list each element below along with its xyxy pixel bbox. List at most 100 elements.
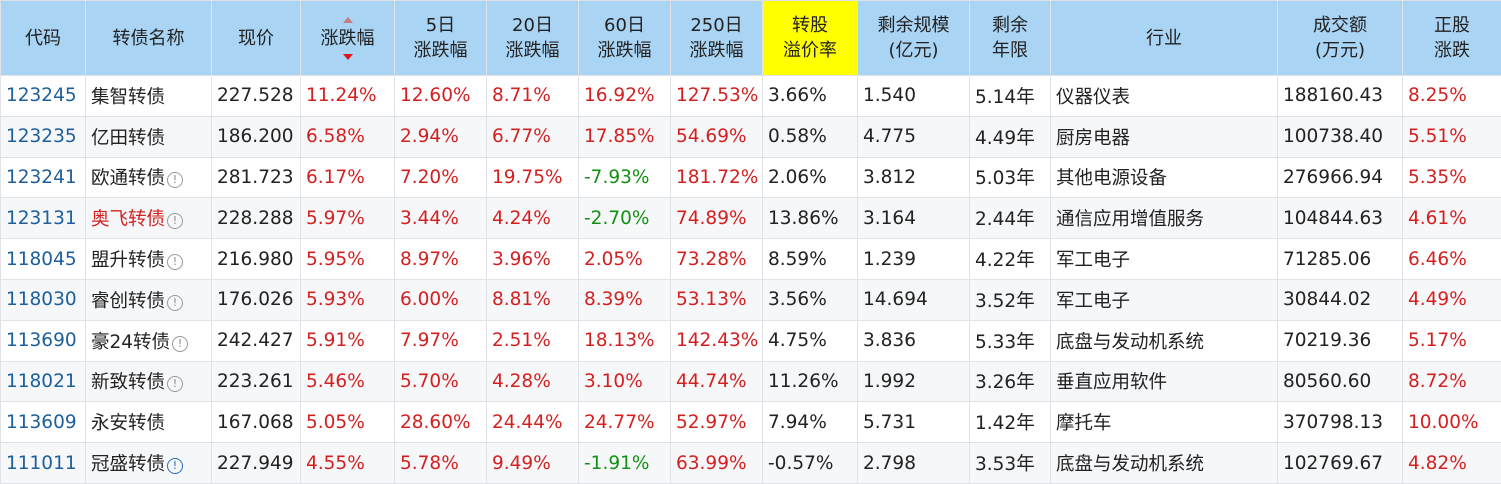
cell-code[interactable]: 113690 (1, 320, 86, 361)
cell-code-text: 123131 (6, 208, 77, 229)
cell-name[interactable]: 欧通转债! (86, 157, 212, 198)
header-code[interactable]: 代码 (1, 1, 86, 76)
header-change-5d[interactable]: 5日涨跌幅 (395, 1, 487, 76)
cell-change-5d: 28.60% (395, 402, 487, 443)
cell-scale: 2.798 (858, 443, 970, 484)
cell-code[interactable]: 118045 (1, 239, 86, 280)
cell-change-text: 6.58% (306, 126, 365, 147)
header-years[interactable]: 剩余年限 (970, 1, 1051, 76)
cell-stock-change-text: 4.82% (1408, 453, 1467, 474)
cell-code[interactable]: 123245 (1, 76, 86, 117)
header-premium[interactable]: 转股溢价率 (763, 1, 858, 76)
cell-code[interactable]: 118021 (1, 361, 86, 402)
cell-name[interactable]: 亿田转债 (86, 116, 212, 157)
cell-name[interactable]: 新致转债! (86, 361, 212, 402)
info-icon[interactable]: ! (172, 336, 188, 352)
cell-code-text: 118030 (6, 289, 77, 310)
header-stock-change[interactable]: 正股涨跌 (1403, 1, 1501, 76)
info-icon[interactable]: ! (167, 172, 183, 188)
header-scale[interactable]: 剩余规模(亿元) (858, 1, 970, 76)
cell-scale-text: 3.812 (863, 167, 916, 188)
cell-name[interactable]: 集智转债 (86, 76, 212, 117)
cell-premium-text: 8.59% (768, 249, 827, 270)
cell-change-60d: 17.85% (579, 116, 671, 157)
cell-change-250d: 54.69% (671, 116, 763, 157)
cell-name[interactable]: 豪24转债! (86, 320, 212, 361)
cell-code[interactable]: 111011 (1, 443, 86, 484)
cell-turnover-text: 71285.06 (1283, 249, 1371, 270)
cell-name[interactable]: 奥飞转债! (86, 198, 212, 239)
header-price[interactable]: 现价 (212, 1, 301, 76)
info-icon[interactable]: ! (167, 213, 183, 229)
cell-industry-text: 军工电子 (1056, 250, 1130, 271)
cell-price-text: 186.200 (217, 126, 294, 147)
cell-change-250d-text: 63.99% (676, 453, 747, 474)
cell-change-20d: 8.81% (487, 279, 579, 320)
cell-change-5d: 12.60% (395, 76, 487, 117)
cell-change-20d: 9.49% (487, 443, 579, 484)
cell-premium: -0.57% (763, 443, 858, 484)
cell-change-250d-text: 73.28% (676, 249, 747, 270)
cell-industry-text: 其他电源设备 (1056, 168, 1167, 189)
cell-premium-text: 0.58% (768, 126, 827, 147)
cell-industry-text: 厨房电器 (1056, 128, 1130, 149)
header-change-250d[interactable]: 250日涨跌幅 (671, 1, 763, 76)
cell-scale-text: 1.992 (863, 371, 916, 392)
cell-scale: 14.694 (858, 279, 970, 320)
header-change[interactable]: 涨跌幅 (301, 1, 395, 76)
info-icon[interactable]: ! (167, 254, 183, 270)
cell-change-60d: 3.10% (579, 361, 671, 402)
cell-name[interactable]: 睿创转债! (86, 279, 212, 320)
cell-stock-change: 5.51% (1403, 116, 1501, 157)
cell-change-250d-text: 54.69% (676, 126, 747, 147)
cell-change-text: 4.55% (306, 453, 365, 474)
cell-code[interactable]: 118030 (1, 279, 86, 320)
cell-years: 4.49年 (970, 116, 1051, 157)
cell-change-250d: 52.97% (671, 402, 763, 443)
cell-name[interactable]: 永安转债 (86, 402, 212, 443)
info-icon[interactable]: ! (167, 295, 183, 311)
cell-change-250d: 142.43% (671, 320, 763, 361)
info-icon[interactable]: ! (167, 376, 183, 392)
cell-code[interactable]: 123131 (1, 198, 86, 239)
header-industry[interactable]: 行业 (1051, 1, 1278, 76)
cell-price: 223.261 (212, 361, 301, 402)
cell-premium: 4.75% (763, 320, 858, 361)
cell-change-5d-text: 7.20% (400, 167, 459, 188)
cell-turnover-text: 104844.63 (1283, 208, 1383, 229)
header-name[interactable]: 转债名称 (86, 1, 212, 76)
cell-change-60d: -1.91% (579, 443, 671, 484)
header-turnover[interactable]: 成交额(万元) (1278, 1, 1403, 76)
cell-change-20d: 24.44% (487, 402, 579, 443)
cell-change-20d-text: 24.44% (492, 412, 563, 433)
cell-change-5d-text: 2.94% (400, 126, 459, 147)
header-change-20d[interactable]: 20日涨跌幅 (487, 1, 579, 76)
cell-years-text: 5.14年 (975, 87, 1035, 108)
cell-name[interactable]: 盟升转债! (86, 239, 212, 280)
header-change-60d[interactable]: 60日涨跌幅 (579, 1, 671, 76)
cell-code[interactable]: 113609 (1, 402, 86, 443)
info-icon[interactable]: ! (167, 458, 183, 474)
cell-change-60d: 18.13% (579, 320, 671, 361)
cell-code[interactable]: 123241 (1, 157, 86, 198)
cell-code[interactable]: 123235 (1, 116, 86, 157)
cell-turnover: 70219.36 (1278, 320, 1403, 361)
cell-change-60d-text: 16.92% (584, 85, 655, 106)
cell-turnover-text: 70219.36 (1283, 330, 1371, 351)
cell-change-5d-text: 5.78% (400, 453, 459, 474)
cell-name[interactable]: 冠盛转债! (86, 443, 212, 484)
cell-change-20d-text: 19.75% (492, 167, 563, 188)
cell-change-250d-text: 53.13% (676, 289, 747, 310)
cell-industry: 军工电子 (1051, 239, 1278, 280)
cell-industry-text: 摩托车 (1056, 413, 1112, 434)
